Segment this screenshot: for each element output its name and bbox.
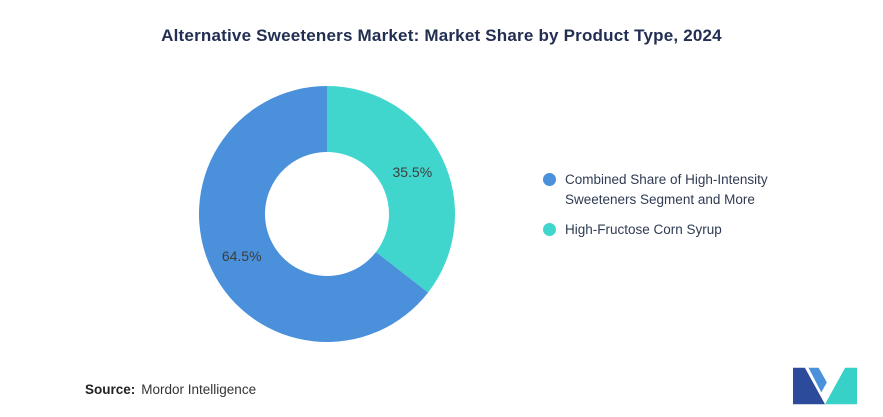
logo-middle-shape — [808, 367, 827, 393]
source-attribution: Source: Mordor Intelligence — [85, 382, 256, 397]
donut-segment-value-label-0: 64.5% — [222, 248, 262, 264]
mordor-intelligence-logo — [793, 367, 857, 405]
donut-segment-value-label-1: 35.5% — [392, 164, 432, 180]
legend-label-high-intensity: Combined Share of High-Intensity Sweeten… — [565, 172, 768, 207]
legend-item-hfcs: High-Fructose Corn Syrup — [543, 220, 803, 240]
donut-segment-1 — [327, 86, 456, 293]
donut-chart-svg: 64.5% 35.5% — [199, 86, 456, 343]
source-name: Mordor Intelligence — [141, 382, 257, 397]
donut-segment-0 — [199, 86, 429, 343]
chart-legend: Combined Share of High-Intensity Sweeten… — [543, 170, 803, 240]
chart-title: Alternative Sweeteners Market: Market Sh… — [161, 26, 722, 45]
logo-left-shape — [793, 367, 825, 405]
donut-chart: 64.5% 35.5% — [191, 78, 463, 350]
legend-label-hfcs: High-Fructose Corn Syrup — [565, 222, 722, 238]
legend-item-high-intensity: Combined Share of High-Intensity Sweeten… — [543, 170, 803, 209]
legend-dot-high-intensity — [543, 173, 556, 186]
source-label: Source: — [85, 382, 136, 397]
legend-dot-hfcs — [543, 223, 556, 237]
logo-right-shape — [825, 367, 857, 405]
